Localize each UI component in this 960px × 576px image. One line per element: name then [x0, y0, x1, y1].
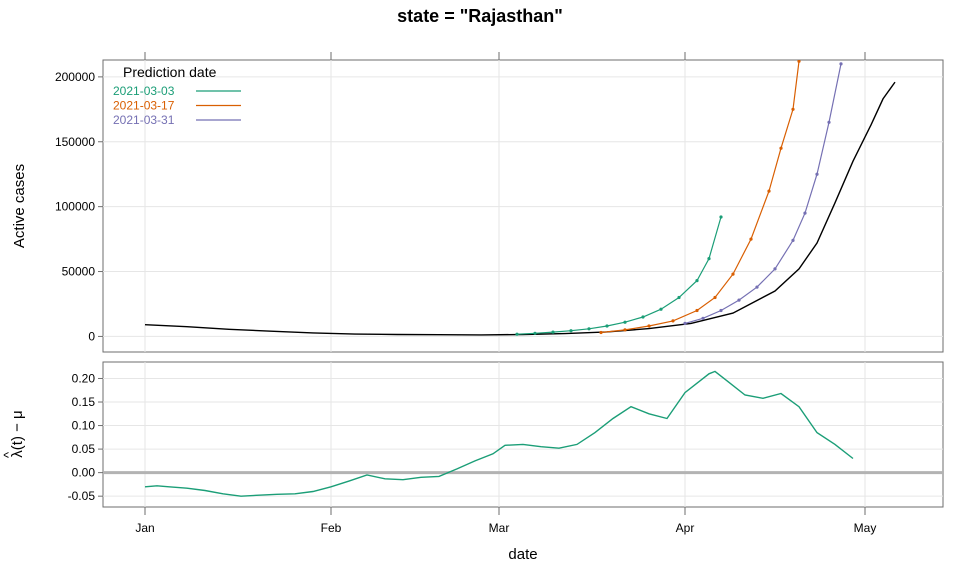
- point-2021-03-31-4: [755, 285, 759, 289]
- legend-label-2021-03-31: 2021-03-31: [113, 113, 175, 127]
- chart-title: state = "Rajasthan": [397, 6, 563, 26]
- point-2021-03-31-5: [773, 267, 777, 271]
- top-y-tick-label-4: 200000: [55, 70, 95, 84]
- point-2021-03-31-9: [827, 120, 831, 124]
- bottom-y-tick-label-3: 0.10: [72, 419, 96, 433]
- point-2021-03-03-4: [587, 327, 591, 331]
- point-2021-03-17-0: [599, 330, 603, 335]
- bottom-y-tick-label-0: -0.05: [68, 489, 96, 503]
- bottom-y-tick-label-4: 0.15: [72, 395, 96, 409]
- point-2021-03-31-2: [719, 308, 723, 313]
- point-2021-03-03-10: [695, 279, 699, 283]
- point-2021-03-03-9: [677, 295, 681, 300]
- point-2021-03-17-2: [647, 324, 651, 328]
- active-cases-series: [144, 60, 896, 336]
- lambda-series: [144, 370, 854, 497]
- legend-label-2021-03-17: 2021-03-17: [113, 99, 175, 113]
- top-y-tick-label-3: 150000: [55, 135, 95, 149]
- point-2021-03-31-7: [803, 211, 807, 215]
- lambda-y-ticks: -0.05 0.00 0.05 0.10 0.15 0.20: [68, 371, 103, 503]
- lambda-panel-frame: [102, 361, 944, 508]
- point-2021-03-17-8: [767, 189, 771, 193]
- point-2021-03-17-3: [671, 319, 675, 323]
- point-2021-03-17-11: [797, 60, 801, 63]
- bottom-y-tick-label-2: 0.05: [72, 442, 96, 456]
- legend: Prediction date 2021-03-032021-03-172021…: [113, 64, 241, 127]
- active-cases-panel-frame: [102, 59, 944, 353]
- active-cases-panel: 0 50000 100000 150000 200000 Prediction date…: [11, 59, 944, 353]
- x-axis-ticks: Jan Feb Mar Apr May: [135, 52, 876, 535]
- active-cases-y-axis-label: Active cases: [11, 164, 28, 248]
- point-2021-03-17-9: [779, 146, 783, 150]
- series-line-2021-03-03: [516, 216, 722, 335]
- x-tick-label-may: May: [854, 521, 877, 535]
- top-y-tick-label-0: 0: [88, 329, 95, 343]
- point-2021-03-31-3: [737, 298, 741, 302]
- active-cases-y-ticks: 0 50000 100000 150000 200000: [55, 70, 103, 343]
- series-line-cases-observed: [144, 81, 896, 336]
- point-2021-03-17-10: [791, 107, 795, 111]
- bottom-y-tick-label-1: 0.00: [72, 466, 96, 480]
- top-y-tick-label-2: 100000: [55, 200, 95, 214]
- x-tick-label-jan: Jan: [135, 521, 154, 535]
- series-line-2021-03-31: [684, 63, 842, 324]
- lambda-y-axis-label-hat: ^: [1, 451, 16, 458]
- point-2021-03-17-4: [695, 308, 699, 313]
- point-2021-03-03-5: [605, 324, 609, 328]
- lambda-panel: -0.05 0.00 0.05 0.10 0.15 0.20 λ(t) − μ ^: [1, 361, 944, 508]
- top-y-tick-label-1: 50000: [62, 265, 96, 279]
- active-cases-grid: [103, 60, 943, 352]
- point-2021-03-17-6: [731, 272, 735, 276]
- lambda-grid: [103, 362, 943, 507]
- x-tick-label-mar: Mar: [489, 521, 510, 535]
- point-2021-03-03-2: [551, 330, 555, 334]
- x-tick-label-apr: Apr: [676, 521, 695, 535]
- point-2021-03-03-1: [533, 331, 537, 335]
- series-line-lambda-observed: [144, 370, 854, 497]
- point-2021-03-03-6: [623, 320, 627, 324]
- point-2021-03-31-1: [701, 316, 705, 320]
- point-2021-03-17-1: [623, 328, 627, 332]
- series-line-2021-03-17: [600, 61, 800, 334]
- point-2021-03-31-0: [683, 321, 687, 325]
- point-2021-03-03-11: [707, 257, 711, 261]
- legend-label-2021-03-03: 2021-03-03: [113, 84, 175, 98]
- lambda-y-axis-label: λ(t) − μ: [9, 410, 26, 457]
- bottom-y-tick-label-5: 0.20: [72, 371, 96, 385]
- point-2021-03-31-8: [815, 172, 819, 176]
- point-2021-03-03-3: [569, 329, 573, 333]
- point-2021-03-03-7: [641, 315, 645, 319]
- point-2021-03-03-0: [515, 332, 519, 336]
- point-2021-03-03-8: [659, 307, 663, 311]
- legend-title: Prediction date: [123, 64, 217, 80]
- x-tick-label-feb: Feb: [321, 521, 342, 535]
- lambda-y-axis-label-group: λ(t) − μ ^: [1, 410, 26, 458]
- point-2021-03-17-7: [749, 237, 753, 241]
- point-2021-03-03-12: [719, 215, 723, 219]
- x-axis-label: date: [508, 546, 537, 563]
- point-2021-03-31-6: [791, 238, 795, 242]
- point-2021-03-31-10: [839, 62, 843, 66]
- point-2021-03-17-5: [713, 295, 717, 300]
